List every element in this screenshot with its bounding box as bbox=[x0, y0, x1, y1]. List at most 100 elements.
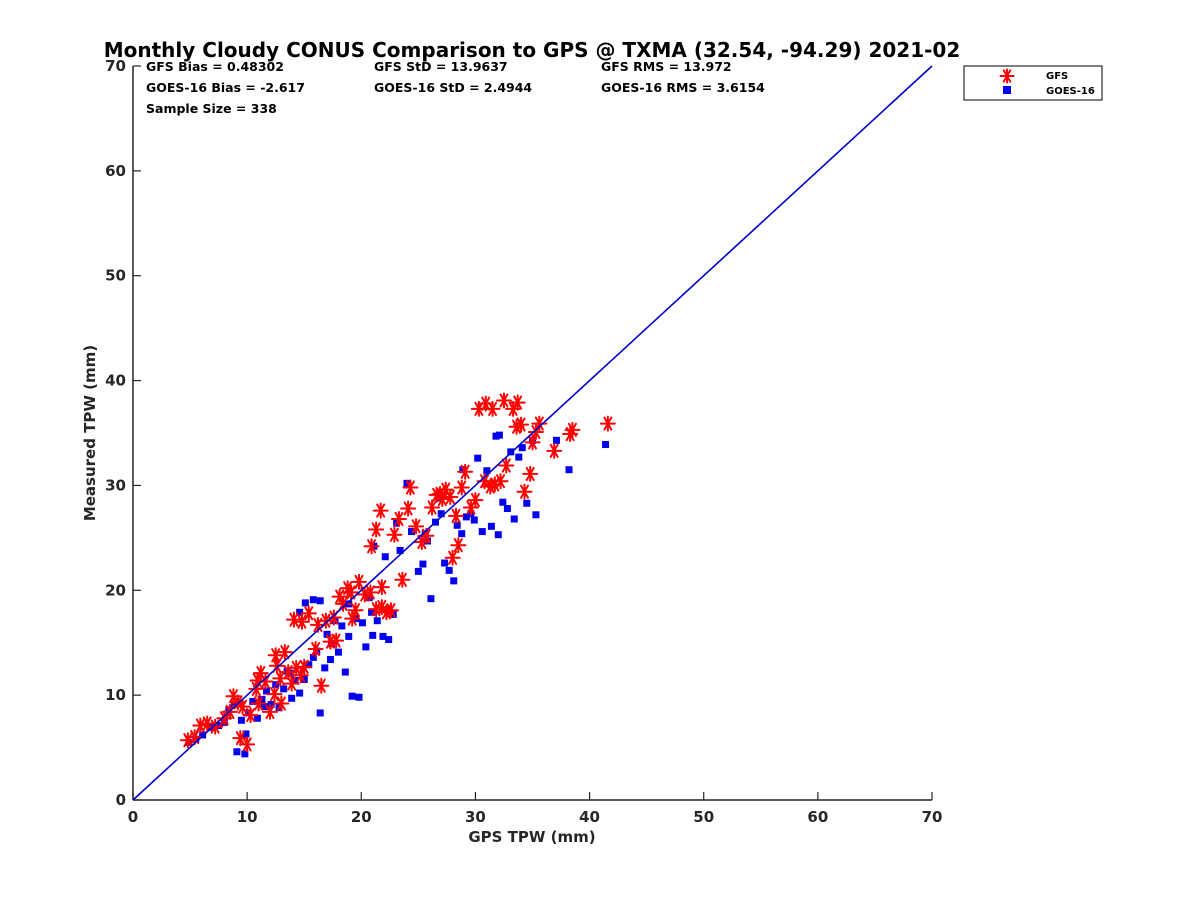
x-tick-label: 70 bbox=[922, 808, 943, 826]
goes-16-point bbox=[326, 655, 334, 663]
gfs-point bbox=[368, 521, 385, 538]
x-tick-label: 50 bbox=[693, 808, 714, 826]
axes: 0 10 20 30 40 50 60 70 0 10 20 30 40 50 60 70 bbox=[105, 57, 942, 826]
x-tick-label: 0 bbox=[128, 808, 138, 826]
gfs-point bbox=[564, 421, 581, 438]
gfs-point bbox=[373, 579, 390, 596]
goes-16-point bbox=[242, 730, 250, 738]
goes-16-point bbox=[288, 694, 296, 702]
goes-16-point bbox=[458, 530, 466, 538]
goes-16-point bbox=[552, 436, 560, 444]
gfs-point bbox=[486, 476, 503, 493]
legend-gfs-asterisk bbox=[999, 68, 1015, 84]
goes-16-point bbox=[345, 632, 353, 640]
goes-16-point bbox=[316, 597, 324, 605]
gfs-point bbox=[292, 667, 309, 684]
gfs-point bbox=[351, 573, 368, 590]
gfs-point bbox=[257, 673, 274, 690]
gfs-point bbox=[378, 604, 395, 621]
goes-16-point bbox=[365, 594, 373, 602]
goes-16-point bbox=[369, 631, 377, 639]
legend-box bbox=[963, 65, 1103, 101]
gfs-point bbox=[516, 483, 533, 500]
gfs-point bbox=[296, 658, 313, 675]
gfs-point bbox=[283, 675, 300, 692]
gfs-point bbox=[495, 392, 512, 409]
gfs-point bbox=[276, 644, 293, 661]
goes-16-point bbox=[515, 453, 523, 461]
goes-16-point bbox=[518, 444, 526, 452]
x-tick-label: 30 bbox=[465, 808, 486, 826]
goes-16-point bbox=[510, 515, 518, 523]
gfs-point bbox=[307, 641, 324, 658]
gfs-point bbox=[450, 537, 467, 554]
gfs-point bbox=[453, 479, 470, 496]
x-tick-label: 10 bbox=[237, 808, 258, 826]
goes-16-point bbox=[474, 454, 482, 462]
gfs-point bbox=[432, 485, 449, 502]
gfs-point bbox=[382, 602, 399, 619]
goes-16-point bbox=[272, 681, 280, 689]
gfs-point bbox=[347, 602, 364, 619]
goes-16-point bbox=[602, 441, 610, 449]
x-axis-label: GPS TPW (mm) bbox=[468, 828, 595, 846]
goes-std-text: GOES-16 StD = 2.4944 bbox=[374, 80, 532, 95]
goes-16-point bbox=[348, 692, 356, 700]
goes-16-point bbox=[260, 703, 268, 711]
x-tick-label: 60 bbox=[807, 808, 828, 826]
x-tick-label: 20 bbox=[351, 808, 372, 826]
goes-16-point bbox=[565, 466, 573, 474]
gfs-point bbox=[266, 686, 283, 703]
goes-16-point bbox=[323, 630, 331, 638]
gfs-point bbox=[386, 526, 403, 543]
goes-16-point bbox=[381, 553, 389, 561]
gfs-point bbox=[207, 718, 224, 735]
y-axis-label: Measured TPW (mm) bbox=[81, 345, 99, 521]
goes-16-point bbox=[450, 577, 458, 585]
gfs-point bbox=[448, 507, 465, 524]
goes-16-point bbox=[499, 498, 507, 506]
goes-16-point bbox=[532, 511, 540, 519]
goes-16-point bbox=[379, 632, 387, 640]
goes-16-point bbox=[478, 528, 486, 536]
gfs-point bbox=[344, 610, 361, 627]
gfs-point bbox=[531, 415, 548, 432]
legend: GFS GOES-16 bbox=[963, 65, 1103, 101]
gfs-point bbox=[273, 695, 290, 712]
gfs-point bbox=[261, 703, 278, 720]
goes-16-point bbox=[445, 566, 453, 574]
goes-16-point bbox=[305, 661, 313, 669]
gfs-point bbox=[363, 538, 380, 555]
goes-16-point bbox=[309, 596, 317, 604]
gfs-point bbox=[343, 584, 360, 601]
gfs-point bbox=[522, 465, 539, 482]
gfs-point bbox=[239, 736, 256, 753]
goes-16-point bbox=[419, 560, 427, 568]
goes-16-point bbox=[414, 567, 422, 575]
legend-gfs-marker bbox=[999, 68, 1015, 84]
goes-16-point bbox=[427, 595, 435, 603]
sample-size-text: Sample Size = 338 bbox=[146, 101, 277, 116]
gfs-point bbox=[293, 613, 310, 630]
legend-goes-marker bbox=[1003, 86, 1011, 94]
gfs-point bbox=[250, 695, 267, 712]
goes-16-point bbox=[523, 499, 531, 507]
gfs-rms-text: GFS RMS = 13.972 bbox=[601, 59, 732, 74]
y-tick-label: 30 bbox=[105, 476, 126, 494]
legend-goes-label: GOES-16 bbox=[1046, 86, 1095, 97]
goes-16-point bbox=[396, 546, 404, 554]
goes-16-point bbox=[215, 722, 223, 730]
gfs-point bbox=[424, 499, 441, 516]
gfs-point bbox=[394, 571, 411, 588]
goes-16-point bbox=[373, 617, 381, 625]
goes-16-point bbox=[368, 608, 376, 616]
goes-16-point bbox=[487, 522, 495, 530]
y-tick-label: 10 bbox=[105, 686, 126, 704]
y-tick-label: 50 bbox=[105, 267, 126, 285]
goes-16-point bbox=[362, 643, 370, 651]
gfs-point bbox=[402, 479, 419, 496]
goes-16-point bbox=[483, 467, 491, 475]
goes-16-point bbox=[462, 513, 470, 521]
gfs-point bbox=[272, 670, 289, 687]
legend-gfs-label: GFS bbox=[1046, 71, 1068, 82]
